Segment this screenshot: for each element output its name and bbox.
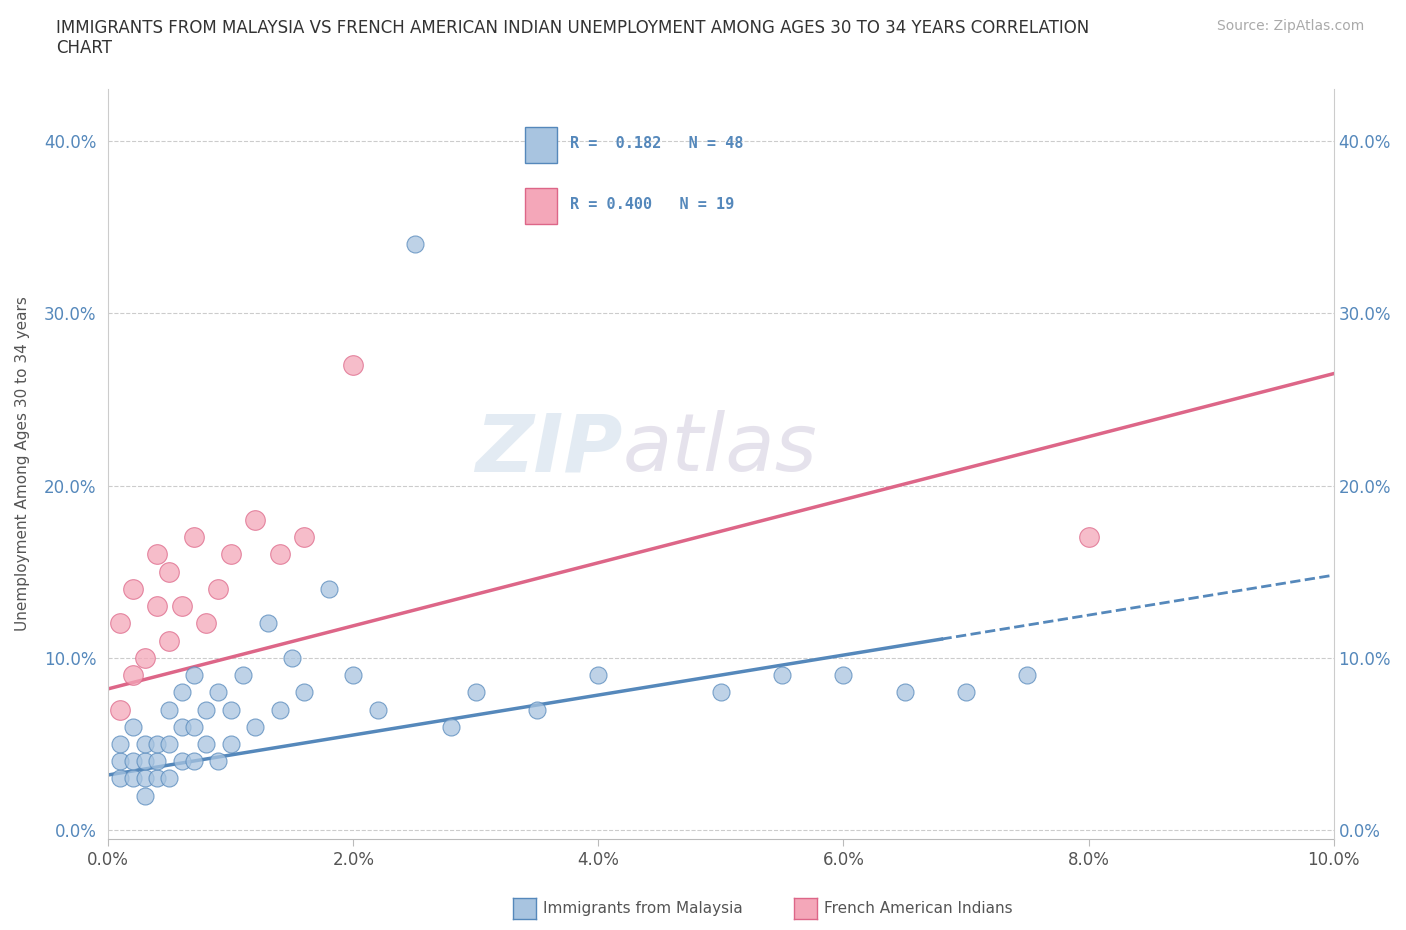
Point [404,237,426,252]
Point [269,702,291,717]
Point [170,719,193,734]
Point [1077,530,1099,545]
Point [281,650,304,665]
Point [342,357,364,372]
Point [110,616,132,631]
Point [342,668,364,683]
Point [207,684,229,699]
Point [146,737,169,751]
Point [232,668,254,683]
Point [207,753,229,768]
Point [183,753,205,768]
Point [245,512,267,527]
Point [146,753,169,768]
Point [170,599,193,614]
Point [219,702,242,717]
Point [159,771,181,786]
Point [121,753,143,768]
Text: atlas: atlas [623,410,818,488]
Point [269,547,291,562]
Point [159,737,181,751]
Text: IMMIGRANTS FROM MALAYSIA VS FRENCH AMERICAN INDIAN UNEMPLOYMENT AMONG AGES 30 TO: IMMIGRANTS FROM MALAYSIA VS FRENCH AMERI… [56,19,1090,58]
Text: ZIP: ZIP [475,410,623,488]
Text: Source: ZipAtlas.com: Source: ZipAtlas.com [1216,19,1364,33]
Point [183,530,205,545]
Point [170,684,193,699]
Point [195,702,218,717]
Point [110,737,132,751]
Point [195,616,218,631]
Point [134,737,156,751]
Point [110,753,132,768]
Text: Immigrants from Malaysia: Immigrants from Malaysia [543,901,742,916]
Y-axis label: Unemployment Among Ages 30 to 34 years: Unemployment Among Ages 30 to 34 years [15,297,30,631]
Point [159,633,181,648]
Point [146,771,169,786]
Point [440,719,463,734]
Point [770,668,793,683]
Point [134,650,156,665]
Point [292,530,315,545]
Point [159,702,181,717]
Point [219,547,242,562]
Point [367,702,389,717]
Point [245,719,267,734]
Point [159,565,181,579]
Point [318,581,340,596]
Text: French American Indians: French American Indians [824,901,1012,916]
Point [121,719,143,734]
Point [207,581,229,596]
Point [955,684,977,699]
Point [464,684,486,699]
Point [110,771,132,786]
Point [146,547,169,562]
Point [526,702,548,717]
Point [710,684,733,699]
Point [121,581,143,596]
Point [121,668,143,683]
Point [134,753,156,768]
Point [256,616,278,631]
Point [588,668,610,683]
Point [134,789,156,804]
Point [146,599,169,614]
Point [183,668,205,683]
Point [832,668,855,683]
Point [219,737,242,751]
Point [121,771,143,786]
Point [183,719,205,734]
Point [1017,668,1039,683]
Point [134,771,156,786]
Point [893,684,915,699]
Point [195,737,218,751]
Point [110,702,132,717]
Point [170,753,193,768]
Point [292,684,315,699]
